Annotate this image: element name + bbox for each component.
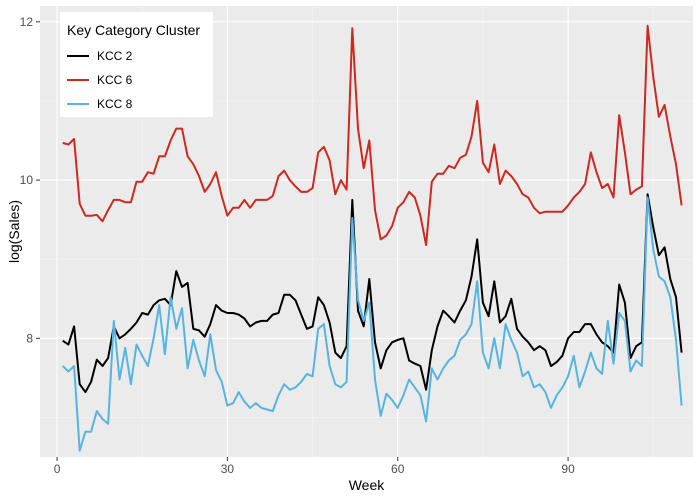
x-tick-label: 60 [391,462,405,476]
y-tick-label: 8 [26,331,33,345]
y-axis-ticks: 8 10 12 [20,15,40,345]
series-line-2 [62,24,683,246]
y-axis-title: log(Sales) [6,200,22,263]
y-tick-label: 12 [20,15,34,29]
y-tick-label: 10 [20,173,34,187]
legend-label-3: KCC 8 [97,97,133,111]
x-axis-ticks: 0 30 60 90 [54,457,575,476]
legend-title: Key Category Cluster [67,22,200,38]
major-gridlines [40,6,693,457]
x-axis-title: Week [349,477,386,493]
legend: Key Category Cluster KCC 2 KCC 6 KCC 8 [60,12,213,117]
legend-label-2: KCC 6 [97,73,133,87]
legend-items: KCC 2 KCC 6 KCC 8 [67,49,133,111]
series-line-3 [62,196,683,452]
legend-background [60,12,213,117]
x-tick-label: 90 [561,462,575,476]
legend-label-1: KCC 2 [97,49,133,63]
series-line-1 [62,193,683,394]
x-tick-label: 0 [54,462,61,476]
x-tick-label: 30 [221,462,235,476]
series-lines [62,24,683,452]
